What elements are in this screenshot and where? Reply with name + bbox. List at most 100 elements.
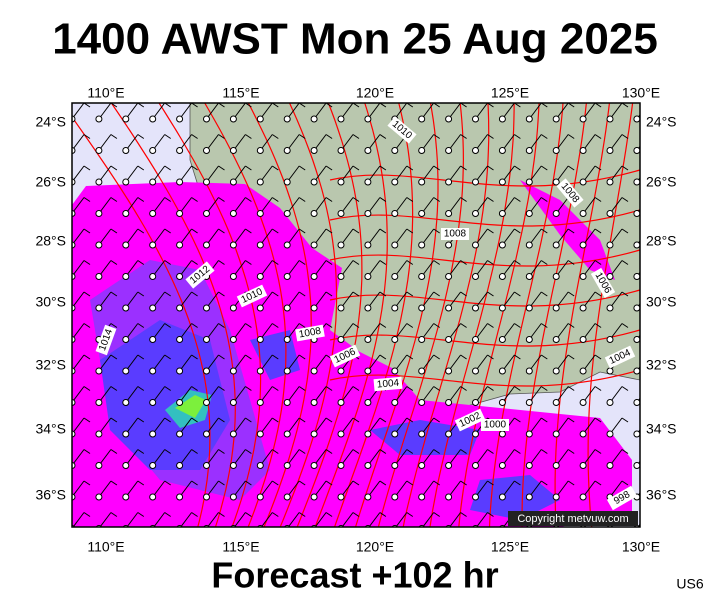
isobar-label-text: 1008 bbox=[444, 229, 467, 240]
barb-flag bbox=[649, 450, 655, 454]
barb-station bbox=[498, 147, 506, 154]
wind-barb bbox=[552, 291, 575, 312]
barb-flag bbox=[245, 354, 252, 360]
barb-station bbox=[633, 147, 640, 154]
barb-station bbox=[391, 304, 399, 312]
barb-flag bbox=[514, 354, 521, 360]
wind-barb bbox=[525, 323, 548, 343]
wind-barb bbox=[149, 417, 171, 438]
wind-barb bbox=[364, 260, 387, 280]
barb-flag bbox=[325, 291, 333, 297]
barb-flag bbox=[621, 291, 629, 297]
barb-flag bbox=[379, 228, 387, 234]
barb-station bbox=[256, 493, 264, 501]
wind-barb bbox=[472, 323, 494, 343]
barb-station bbox=[203, 304, 210, 312]
barb-flag bbox=[621, 134, 629, 139]
wind-barb bbox=[391, 323, 414, 343]
barb-station bbox=[418, 493, 426, 501]
wind-barb bbox=[310, 449, 333, 469]
barb-station bbox=[149, 336, 157, 343]
barb-station bbox=[472, 178, 479, 186]
wind-barb bbox=[552, 260, 575, 280]
barb-flag bbox=[272, 480, 279, 486]
barb-flag bbox=[191, 165, 198, 171]
wind-barb bbox=[391, 480, 414, 501]
barb-station bbox=[122, 462, 130, 469]
barb-station bbox=[633, 115, 640, 123]
wind-barb bbox=[256, 103, 279, 123]
barb-station bbox=[633, 462, 640, 469]
barb-station bbox=[445, 430, 453, 438]
isobar bbox=[296, 103, 363, 527]
wind-barb bbox=[525, 480, 548, 501]
wind-barb bbox=[203, 197, 225, 217]
barb-station bbox=[95, 178, 103, 186]
barb-flag bbox=[594, 197, 602, 202]
wind-barb bbox=[149, 197, 171, 217]
barb-flag bbox=[298, 291, 306, 297]
barb-station bbox=[95, 367, 103, 375]
barb-flag bbox=[245, 197, 252, 202]
wind-barb bbox=[445, 165, 467, 186]
wind-barb bbox=[310, 260, 333, 280]
barb-station bbox=[95, 430, 103, 438]
barb-flag bbox=[649, 135, 655, 139]
barb-flag bbox=[298, 228, 306, 234]
barb-station bbox=[498, 210, 506, 217]
wind-barb bbox=[498, 291, 521, 312]
wind-barb bbox=[445, 512, 467, 527]
isobar bbox=[554, 103, 611, 527]
barb-flag bbox=[352, 417, 360, 423]
barb-station bbox=[364, 115, 372, 123]
lat-label: 30°S bbox=[646, 294, 677, 310]
wind-barb bbox=[364, 134, 387, 154]
lat-label: 30°S bbox=[35, 294, 66, 310]
barb-flag bbox=[460, 291, 467, 297]
isobar bbox=[72, 115, 211, 527]
wind-barb bbox=[606, 449, 629, 469]
barb-flag bbox=[83, 291, 91, 297]
barb-station bbox=[176, 462, 184, 469]
wind-barb bbox=[203, 103, 225, 123]
barb-flag bbox=[594, 386, 602, 391]
barb-station bbox=[552, 210, 560, 217]
barb-station bbox=[364, 147, 372, 154]
barb-station bbox=[256, 430, 264, 438]
isobar-label-box bbox=[387, 116, 417, 144]
wind-barb bbox=[203, 386, 225, 406]
barb-station bbox=[498, 430, 506, 438]
barb-station bbox=[283, 241, 291, 249]
barb-flag bbox=[325, 512, 333, 517]
wind-barb bbox=[525, 386, 548, 406]
barb-flag bbox=[164, 197, 171, 202]
wind-barb bbox=[203, 449, 225, 469]
lat-label: 24°S bbox=[35, 114, 66, 130]
barb-flag bbox=[514, 165, 521, 171]
barb-station bbox=[283, 304, 291, 312]
isobar bbox=[329, 249, 640, 267]
barb-flag bbox=[406, 480, 414, 486]
wind-barb bbox=[283, 386, 306, 406]
barb-flag bbox=[514, 197, 521, 202]
barb-station bbox=[337, 462, 345, 469]
wind-barb bbox=[337, 417, 360, 438]
wind-barb bbox=[579, 291, 602, 312]
barb-station bbox=[149, 430, 157, 438]
wind-barb bbox=[337, 291, 360, 312]
barb-station bbox=[283, 210, 291, 217]
barb-flag bbox=[594, 228, 602, 234]
isobar-label: 1008 bbox=[441, 228, 469, 240]
barb-flag bbox=[621, 260, 629, 265]
barb-station bbox=[472, 210, 479, 217]
wind-barb bbox=[364, 323, 387, 343]
isobar bbox=[333, 103, 414, 527]
barb-station bbox=[310, 241, 318, 249]
barb-flag bbox=[245, 228, 252, 234]
barb-flag bbox=[218, 291, 225, 297]
barb-station bbox=[337, 304, 345, 312]
barb-flag bbox=[514, 291, 521, 297]
barb-station bbox=[310, 462, 318, 469]
barb-flag bbox=[567, 260, 575, 265]
barb-station bbox=[95, 493, 103, 501]
